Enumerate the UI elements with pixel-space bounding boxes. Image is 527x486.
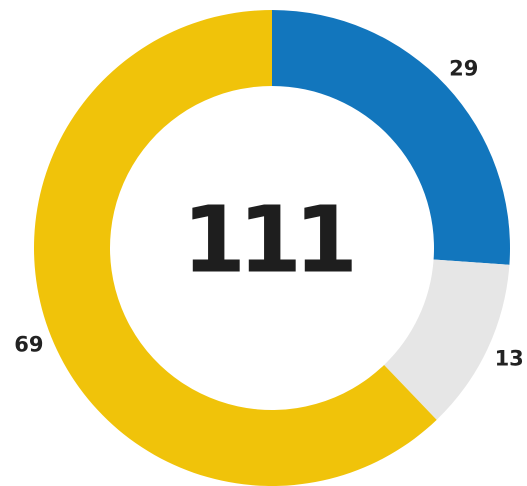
center-total: 111 xyxy=(182,186,352,293)
slice-label: 13 xyxy=(495,346,524,370)
slice-label: 29 xyxy=(449,56,478,80)
slice-label: 69 xyxy=(14,333,43,357)
donut-slice xyxy=(34,10,437,486)
donut-slice xyxy=(272,10,511,265)
donut-slice xyxy=(384,259,510,420)
